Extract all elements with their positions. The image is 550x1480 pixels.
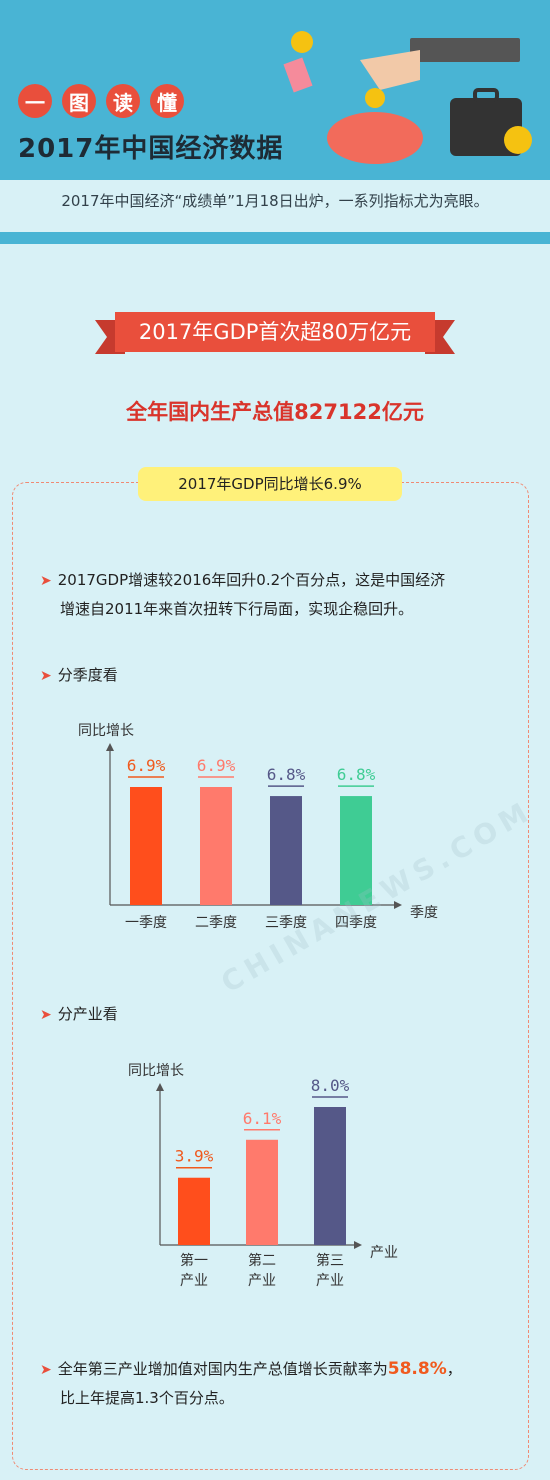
data-label: 6.8%	[337, 765, 376, 784]
gdp-total: 全年国内生产总值827122亿元	[126, 400, 424, 424]
bar	[130, 787, 162, 905]
section-industry: ➤ 分产业看	[40, 1000, 118, 1029]
paragraph-contribution: ➤ 全年第三产业增加值对国内生产总值增长贡献率为58.8%， 比上年提高1.3个百…	[40, 1355, 462, 1412]
arrow-icon: ➤	[40, 1007, 52, 1023]
x-tick-label: 二季度	[195, 915, 237, 931]
arrow-icon: ➤	[40, 668, 52, 684]
x-tick-label: 一季度	[125, 915, 167, 931]
y-axis-arrow	[106, 743, 114, 751]
tag-char: 懂	[150, 84, 184, 118]
data-label: 6.9%	[197, 756, 236, 775]
page-title: 2017年中国经济数据	[18, 134, 284, 164]
x-tick-label: 第三	[316, 1252, 344, 1269]
y-axis-label: 同比增长	[128, 1063, 184, 1079]
x-axis-arrow	[354, 1241, 362, 1249]
data-label: 6.8%	[267, 765, 306, 784]
bar	[314, 1107, 346, 1245]
bar	[200, 787, 232, 905]
money-illustration	[283, 31, 532, 164]
subtitle-band	[0, 180, 550, 232]
section-label: 分季度看	[57, 666, 118, 684]
x-axis-arrow	[394, 901, 402, 909]
x-tick-label: 产业	[180, 1273, 208, 1289]
x-tick-label: 三季度	[265, 915, 307, 931]
para-text: 增速自2011年来首次扭转下行局面，实现企稳回升。	[60, 600, 414, 618]
tag-char: 一	[18, 84, 52, 118]
growth-pill: 2017年GDP同比增长6.9%	[138, 467, 402, 501]
x-tick-label: 产业	[316, 1273, 344, 1289]
bar	[178, 1177, 210, 1245]
contribution-rate: 58.8%	[387, 1359, 447, 1379]
y-axis-arrow	[156, 1083, 164, 1091]
x-tick-label: 第二	[248, 1252, 276, 1269]
tag-char: 图	[62, 84, 96, 118]
page-subtitle: 2017年中国经济“成绩单”1月18日出炉，一系列指标尤为亮眼。	[61, 192, 489, 210]
data-label: 6.9%	[127, 756, 166, 775]
arrow-icon: ➤	[40, 1362, 52, 1378]
bar	[246, 1139, 278, 1245]
x-tick-label: 四季度	[335, 915, 377, 931]
para-text: ，	[446, 1360, 462, 1378]
para-text: 比上年提高1.3个百分点。	[60, 1389, 234, 1407]
ribbon-text: 2017年GDP首次超80万亿元	[138, 320, 412, 344]
para-text: 2017GDP增速较2016年回升0.2个百分点，这是中国经济	[57, 571, 446, 589]
header-bottom-edge	[0, 232, 550, 244]
arrow-icon: ➤	[40, 573, 52, 589]
bar	[270, 796, 302, 905]
section-label: 分产业看	[57, 1005, 118, 1023]
tag-row: 一 图 读 懂	[18, 84, 184, 118]
tag-char: 读	[106, 84, 140, 118]
data-label: 3.9%	[175, 1147, 214, 1166]
x-axis-label: 季度	[410, 905, 438, 921]
data-label: 8.0%	[311, 1076, 350, 1095]
y-axis-label: 同比增长	[78, 723, 134, 739]
bar	[340, 796, 372, 905]
x-axis-label: 产业	[370, 1245, 398, 1261]
section-quarter: ➤ 分季度看	[40, 661, 118, 690]
title-ribbon	[95, 312, 455, 354]
data-label: 6.1%	[243, 1109, 282, 1128]
paragraph-growth: ➤ 2017GDP增速较2016年回升0.2个百分点，这是中国经济 增速自2011…	[40, 566, 445, 623]
para-text: 全年第三产业增加值对国内生产总值增长贡献率为	[57, 1360, 388, 1378]
x-tick-label: 第一	[180, 1252, 208, 1269]
x-tick-label: 产业	[248, 1273, 276, 1289]
